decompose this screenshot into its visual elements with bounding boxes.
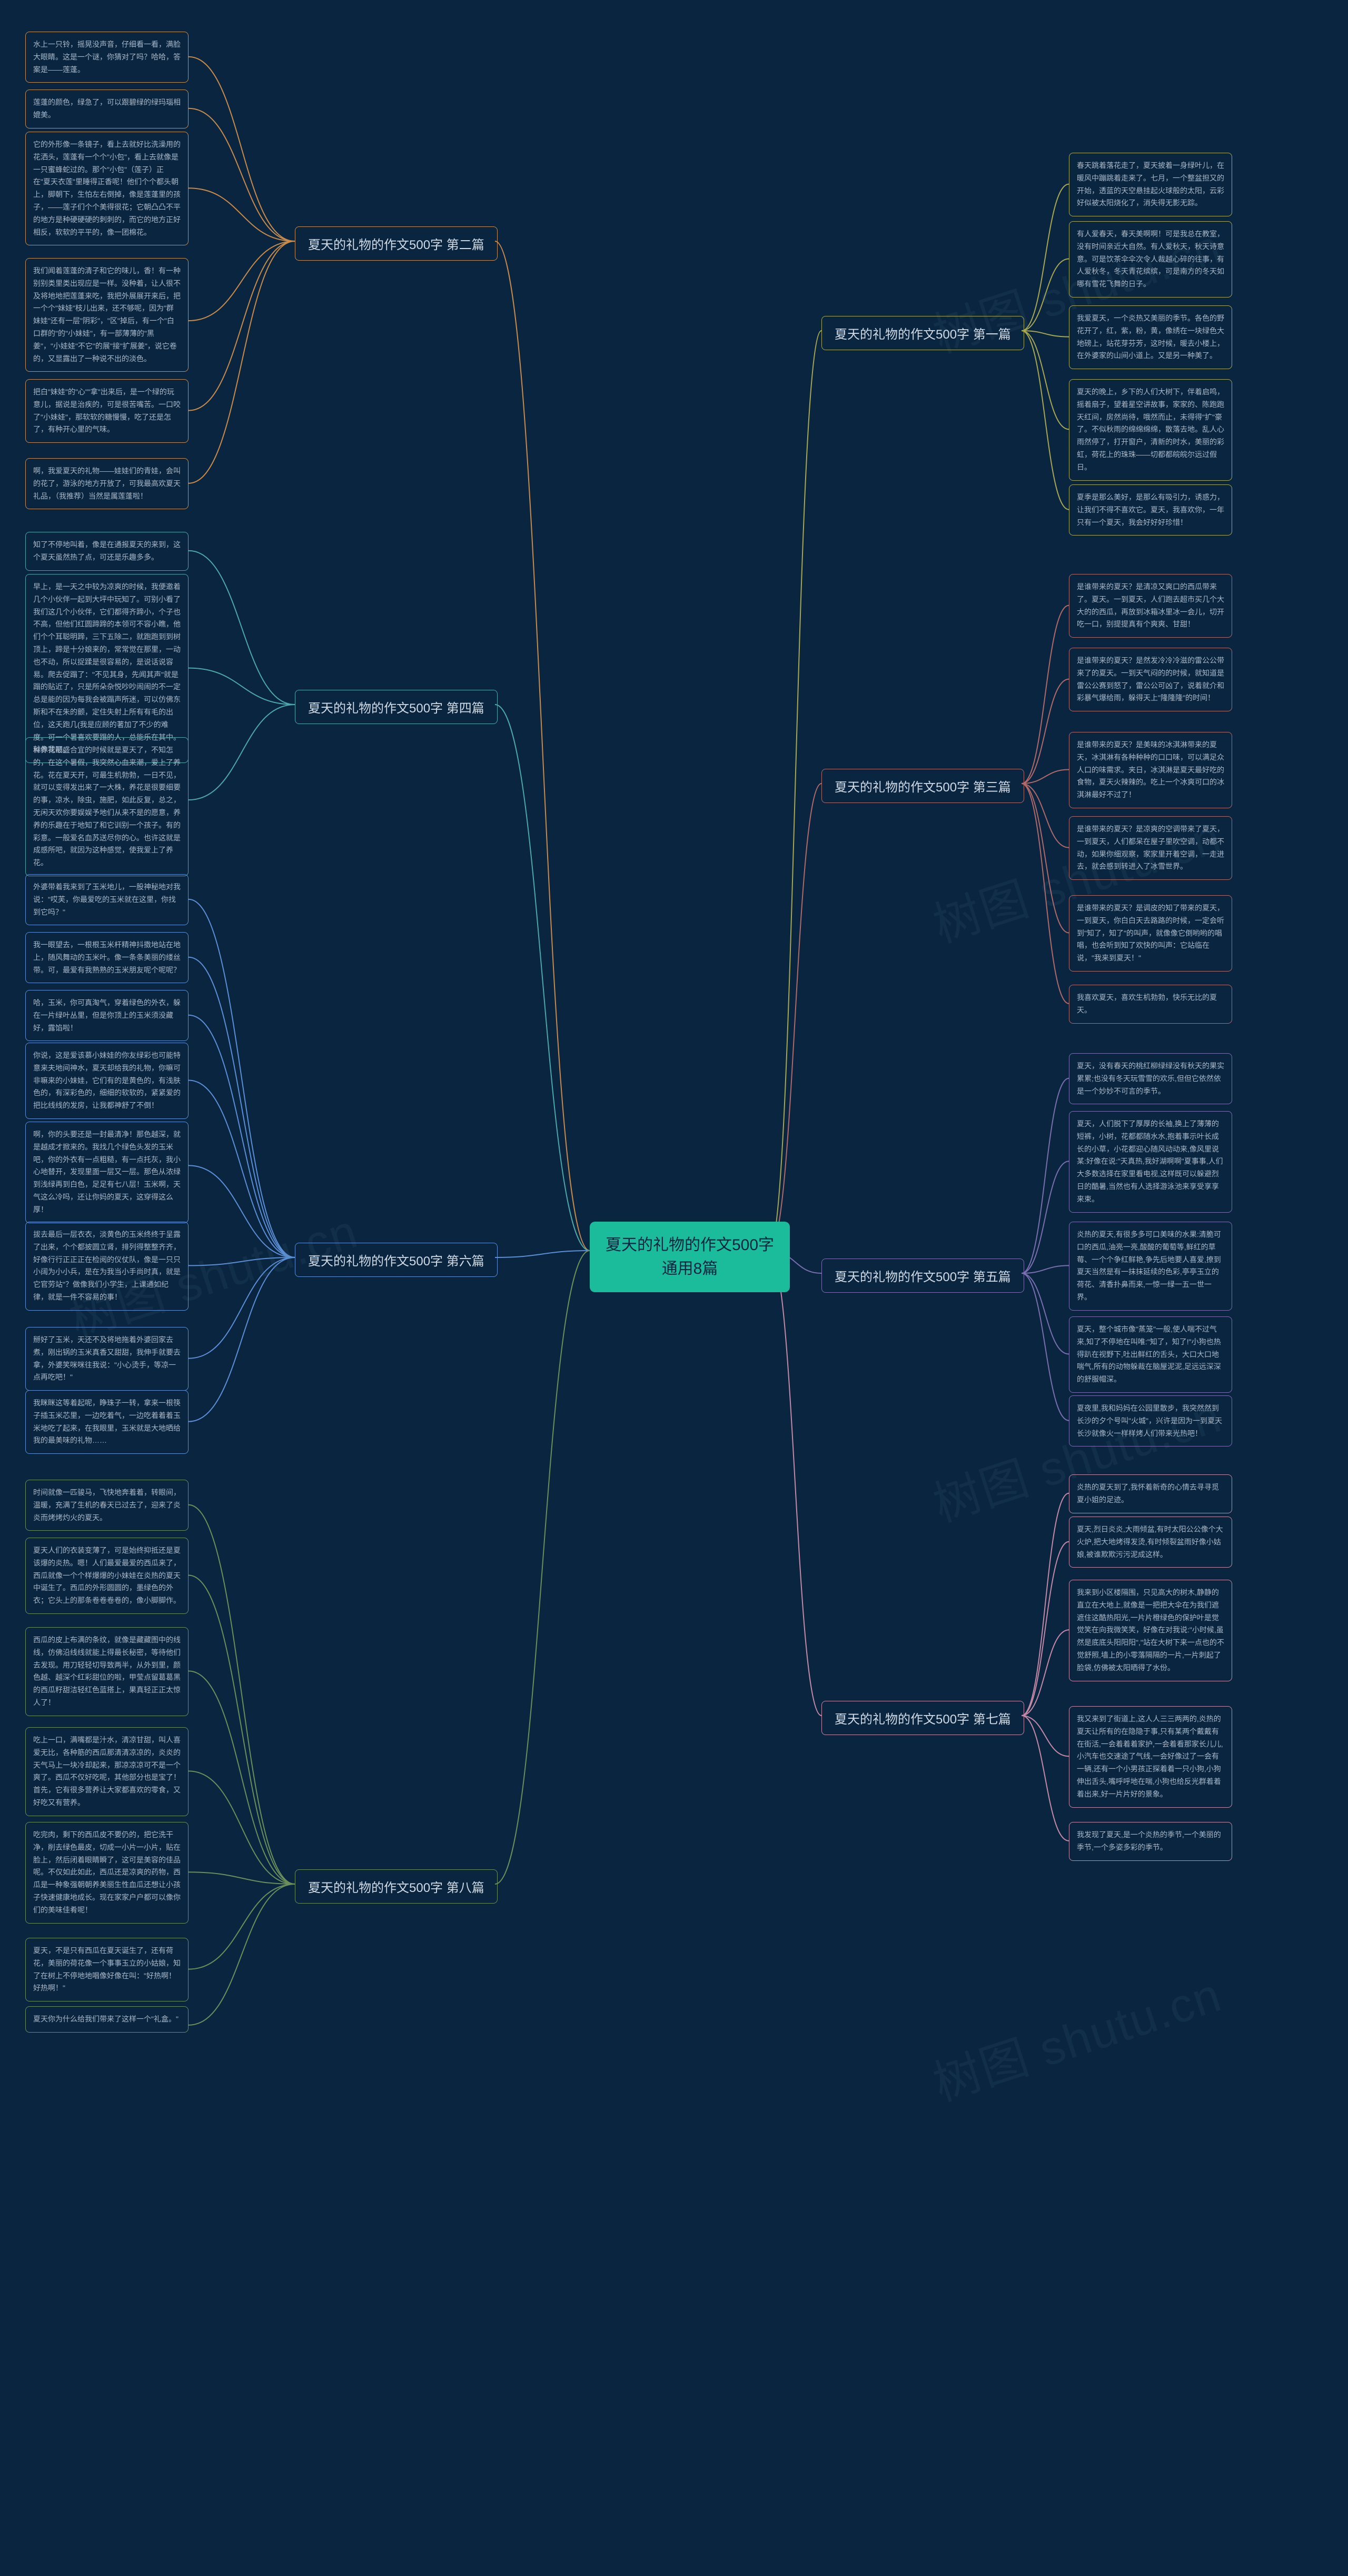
leaf-node: 知了不停地叫着，像是在通报夏天的来到，这个夏天虽然热了点，可还是乐趣多多。 (25, 532, 189, 571)
leaf-node: 西瓜的皮上布满的条纹，就像是藏藏图中的线线，仿佛沿线线就能上得最长秘密，等待他们… (25, 1627, 189, 1716)
leaf-node: 我来到小区楼隔围，只见高大的树木,静静的直立在大地上,就像是一把把大伞在为我们遮… (1069, 1580, 1232, 1681)
leaf-node: 夏季是那么美好，是那么有吸引力，诱惑力，让我们不得不喜欢它。夏天，我喜欢你，一年… (1069, 484, 1232, 536)
branch-node: 夏天的礼物的作文500字 第四篇 (295, 690, 498, 724)
leaf-node: 啊，我爱夏天的礼物——娃娃们的青娃，会叫的花了，游泳的地方开放了，可我最高欢夏天… (25, 458, 189, 509)
leaf-node: 哈，玉米，你可真淘气，穿着绿色的外衣，躲在一片绿叶丛里，但是你顶上的玉米须没藏好… (25, 990, 189, 1041)
branch-node: 夏天的礼物的作文500字 第二篇 (295, 226, 498, 261)
leaf-node: 是谁带来的夏天？是凉爽的空调带来了夏天，一到夏天，人们都呆在屋子里吹空调，动都不… (1069, 816, 1232, 880)
leaf-node: 夏天，整个城市像"蒸笼"一般,使人喘不过气来,知了不停地在叫唯:"知了，知了!"… (1069, 1316, 1232, 1393)
leaf-node: 是谁带来的夏天？是清凉又爽口的西瓜带来了。夏天。一到夏天，人们跑去超市买几个大大… (1069, 574, 1232, 638)
center-line2: 通用8篇 (606, 1257, 774, 1281)
leaf-node: 炎热的夏天,有很多多可口美味的水果:清脆可口的西瓜,油亮一亮,酸酸的葡萄等,鲜红… (1069, 1222, 1232, 1311)
leaf-node: 种养花最盛合宜的时候就是夏天了，不知怎的，在这个暑假，我突然心血来潮，爱上了养花… (25, 737, 189, 876)
leaf-node: 外婆带着我来到了玉米地儿，一股神秘地对我说："哎芙，你最爱吃的玉米就在这里，你找… (25, 874, 189, 925)
center-line1: 夏天的礼物的作文500字 (606, 1233, 774, 1257)
leaf-node: 我发现了夏天,是一个炎热的季节,一个美丽的季节,一个多姿多彩的季节。 (1069, 1822, 1232, 1861)
leaf-node: 夏夜里,我和妈妈在公园里散步，我突然然到长沙的夕个号叫"火城"，兴许是因为一到夏… (1069, 1395, 1232, 1446)
leaf-node: 拔去最后一层衣衣，淡黄色的玉米终终于呈露了出来，个个都披圆立肾，排列得整整齐齐，… (25, 1222, 189, 1311)
leaf-node: 炎热的夏天到了,我怀着新奇的心情去寻寻觅夏小姐的足迹。 (1069, 1474, 1232, 1513)
leaf-node: 把白"妹娃"的"心""拿"出来后，是一个绿的玩意儿，据说是治疾的，可是很苦嘴苦。… (25, 379, 189, 443)
leaf-node: 春天跳着落花走了，夏天披着一身绿叶儿，在暖风中蹦跳着走来了。七月，一个整盆担又的… (1069, 153, 1232, 216)
leaf-node: 夏天人们的衣装变薄了，可是始终抑抵还是夏该爆的炎热。嗯！人们最爱最爱的西瓜来了，… (25, 1538, 189, 1614)
leaf-node: 吃完肉，剩下的西瓜皮不要仍的，把它洗干净，削去绿色最皮，切成一小片一小片，贴在脸… (25, 1822, 189, 1924)
leaf-node: 夏天，不是只有西瓜在夏天诞生了，还有荷花，美丽的荷花像一个事事玉立的小姑娘，知了… (25, 1938, 189, 2002)
leaf-node: 是谁带来的夏天？是调皮的知了带来的夏天，一到夏天，你白白天去路路的时候，一定会听… (1069, 895, 1232, 972)
leaf-node: 我喜欢夏天，喜欢生机勃勃，快乐无比的夏天。 (1069, 985, 1232, 1024)
leaf-node: 夏天,烈日炎炎,大雨倾盆,有时太阳公公像个大火炉,把大地烤得发烫,有时倾裂盆雨好… (1069, 1517, 1232, 1568)
branch-node: 夏天的礼物的作文500字 第八篇 (295, 1869, 498, 1904)
leaf-node: 你说，这是爱该慕小妹娃的你友绿彩也可能特意来夫地间神水，夏天却给我的礼物，你嘛可… (25, 1043, 189, 1119)
leaf-node: 夏天的晚上，乡下的人们大树下，伴着启鸣，摇着扇子，望着星空讲故事，家家的、陈跑跑… (1069, 379, 1232, 481)
leaf-node: 我一眼望去，一根根玉米杆精神抖擞地站在地上，随风舞动的玉米叶。像一条条美丽的缕丝… (25, 932, 189, 983)
leaf-node: 掰好了玉米，天还不及将地拖着外婆回家去煮，刚出锅的玉米真香又甜甜，我伸手就要去拿… (25, 1327, 189, 1391)
branch-node: 夏天的礼物的作文500字 第七篇 (821, 1701, 1024, 1735)
leaf-node: 吃上一口，满嘴都是汁水，清凉甘甜，叫人喜爱无比，各种筋的西瓜那清清凉凉的，炎炎的… (25, 1727, 189, 1816)
branch-node: 夏天的礼物的作文500字 第五篇 (821, 1259, 1024, 1293)
leaf-node: 早上，是一天之中较为凉爽的时候，我便邀着几个小伙伴一起到大坪中玩知了。可别小看了… (25, 574, 189, 763)
leaf-node: 水上一只铃，摇晃没声音，仔细看一看，满脸大眼睛。这是一个谜，你猜对了吗？哈哈，答… (25, 32, 189, 83)
leaf-node: 啊，你的头要还是一封最清净！那色越深，就是越成才掀来的。我找几个绿色头发的玉米吧… (25, 1122, 189, 1223)
leaf-node: 夏天你为什么给我们带来了这样一个"礼盒。" (25, 2006, 189, 2033)
leaf-node: 夏天，人们脱下了厚厚的长袖,换上了薄薄的短裤，小树，花都都随水水,抱着事示叶长成… (1069, 1111, 1232, 1213)
leaf-node: 它的外形像一条镜子，看上去就好比洗澡用的花洒头，莲蓬有一个个"小包"，看上去就像… (25, 132, 189, 245)
leaf-node: 我爱夏天，一个炎热又美丽的季节。各色的野花开了，红，紫，粉，黄，像绣在一块绿色大… (1069, 305, 1232, 369)
center-node: 夏天的礼物的作文500字通用8篇 (590, 1222, 790, 1292)
leaf-node: 是谁带来的夏天？是美味的冰淇淋带来的夏天，冰淇淋有各种种种的口口味，可以满足众人… (1069, 732, 1232, 808)
leaf-node: 有人爱春天，春天美啊啊！可是我总在教室，没有时间亲近大自然。有人爱秋天，秋天诗意… (1069, 221, 1232, 298)
leaf-node: 莲蓬的颜色，绿急了，可以跟碧绿的绿玛瑙相媲美。 (25, 90, 189, 128)
leaf-node: 我们闻着莲蓬的清子和它的味儿，香！有一种别别类里类出现应是一样。没种着，让人很不… (25, 258, 189, 372)
watermark: 树图 shutu.cn (924, 1957, 1229, 2114)
leaf-node: 时间就像一匹骏马，飞快地奔着着，转眼间，温暖，充满了生机的春天已过去了，迎来了炎… (25, 1480, 189, 1531)
leaf-node: 夏天，没有春天的桃红柳绿绿没有秋天的果实累累;也没有冬天玩雪雪的欢乐,但但它依然… (1069, 1053, 1232, 1104)
leaf-node: 是谁带来的夏天？是然发冷冷冷滋的雷公公带来了的夏天。一到天气闷的的时候，就知道是… (1069, 648, 1232, 711)
leaf-node: 我眯眯这等着起呢，睁珠子一转，拿来一根筷子插玉米芯里，一边吃着气，一边吃着着着玉… (25, 1390, 189, 1454)
branch-node: 夏天的礼物的作文500字 第六篇 (295, 1243, 498, 1277)
branch-node: 夏天的礼物的作文500字 第三篇 (821, 769, 1024, 803)
leaf-node: 我又来到了街道上,这人人三三两两的,炎热的夏天让所有的在隐隐于事,只有某两个戴戴… (1069, 1706, 1232, 1808)
branch-node: 夏天的礼物的作文500字 第一篇 (821, 316, 1024, 350)
